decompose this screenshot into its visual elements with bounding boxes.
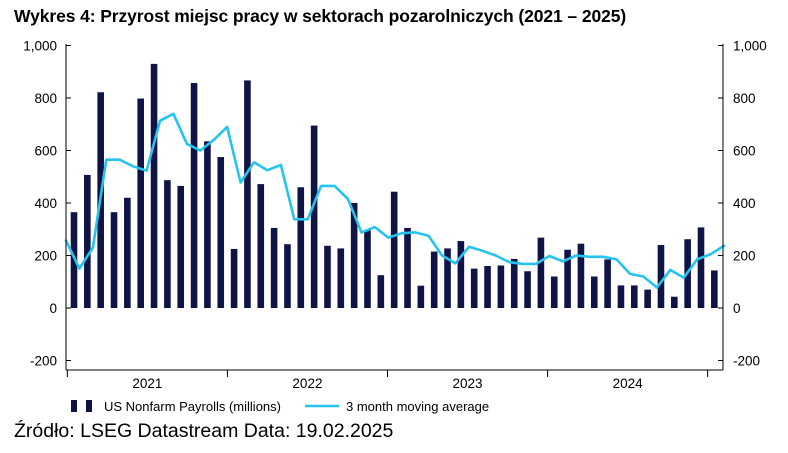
payroll-bar (510, 258, 518, 308)
payroll-bar (524, 271, 531, 308)
y-tick-label: 600 (34, 144, 57, 159)
legend: US Nonfarm Payrolls (millions) 3 month mo… (71, 399, 489, 414)
payroll-bar (257, 184, 265, 308)
legend-bar-swatch (71, 400, 77, 412)
payroll-bar (457, 241, 465, 308)
payroll-bar (577, 243, 585, 308)
payroll-bar (604, 259, 611, 308)
y-tick-label: 0 (49, 301, 57, 316)
moving-average-line (64, 112, 726, 289)
x-tick-label: 2022 (292, 376, 322, 391)
y2-tick-label: 800 (733, 91, 756, 106)
payroll-bar (350, 203, 358, 308)
y2-tick-label: 1,000 (733, 39, 767, 54)
payroll-bar (657, 245, 665, 308)
payroll-bar (484, 266, 491, 308)
legend-label-payrolls: US Nonfarm Payrolls (millions) (104, 399, 281, 414)
payroll-bar (297, 187, 305, 308)
payroll-bar (590, 276, 598, 308)
x-tick-label: 2024 (613, 376, 644, 391)
y-tick-label: 1,000 (23, 39, 57, 54)
payroll-bar (284, 244, 291, 308)
payroll-bar (230, 248, 238, 308)
legend-label-moving-average: 3 month moving average (346, 399, 489, 414)
chart-title: Wykres 4: Przyrost miejsc pracy w sektor… (14, 6, 627, 26)
x-tick-label: 2021 (132, 376, 162, 391)
payroll-bar (417, 285, 425, 308)
legend-bar-swatch (86, 400, 92, 412)
payroll-bar (444, 248, 451, 308)
y2-tick-label: 0 (733, 301, 741, 316)
payroll-bar (644, 289, 651, 308)
bars-group (70, 63, 718, 309)
payroll-bar (110, 212, 118, 308)
payroll-bar (550, 276, 558, 308)
payroll-bar (177, 185, 185, 308)
y-axis-right: -200 0 200 400 600 800 1,000 (718, 39, 767, 370)
payroll-bar (164, 180, 171, 308)
y-tick-label: 400 (34, 196, 57, 211)
y-tick-label: 200 (34, 249, 57, 264)
payroll-bar (430, 251, 438, 308)
payroll-bar (217, 157, 225, 308)
payroll-bar (244, 80, 251, 308)
y2-tick-label: 400 (733, 196, 756, 211)
payroll-bar (671, 296, 678, 308)
payroll-bar (84, 174, 91, 308)
payroll-bar (324, 245, 331, 308)
payroll-bar (497, 265, 505, 308)
source-note: Źródło: LSEG Datastream Data: 19.02.2025 (14, 420, 394, 442)
payroll-bar (137, 98, 145, 309)
payroll-bar (377, 275, 385, 308)
payroll-bar (697, 227, 705, 308)
payroll-bar (711, 270, 718, 308)
payroll-bar (190, 83, 198, 308)
payroll-bar (310, 125, 318, 308)
moving-average-group (64, 112, 726, 289)
y-tick-label: 800 (34, 91, 57, 106)
payroll-bar (390, 191, 398, 308)
x-tick-label: 2023 (453, 376, 483, 391)
y2-tick-label: -200 (733, 354, 760, 369)
payroll-bar (404, 227, 411, 308)
payroll-bar (364, 230, 371, 308)
y-tick-label: -200 (30, 354, 57, 369)
y2-tick-label: 200 (733, 249, 756, 264)
payroll-bar (124, 197, 131, 308)
payroll-bar (150, 63, 158, 308)
payroll-bar (617, 285, 625, 308)
payroll-bar (630, 285, 638, 308)
payroll-bar (270, 227, 278, 308)
x-axis: 2021 2022 2023 2024 (66, 369, 723, 391)
payroll-bar (337, 248, 345, 308)
payroll-bar (537, 237, 545, 308)
payroll-bar (204, 141, 211, 308)
y2-tick-label: 600 (733, 144, 756, 159)
payroll-bar (564, 249, 571, 308)
payroll-bar (470, 268, 478, 308)
y-axis-left: -200 0 200 400 600 800 1,000 (23, 39, 71, 370)
